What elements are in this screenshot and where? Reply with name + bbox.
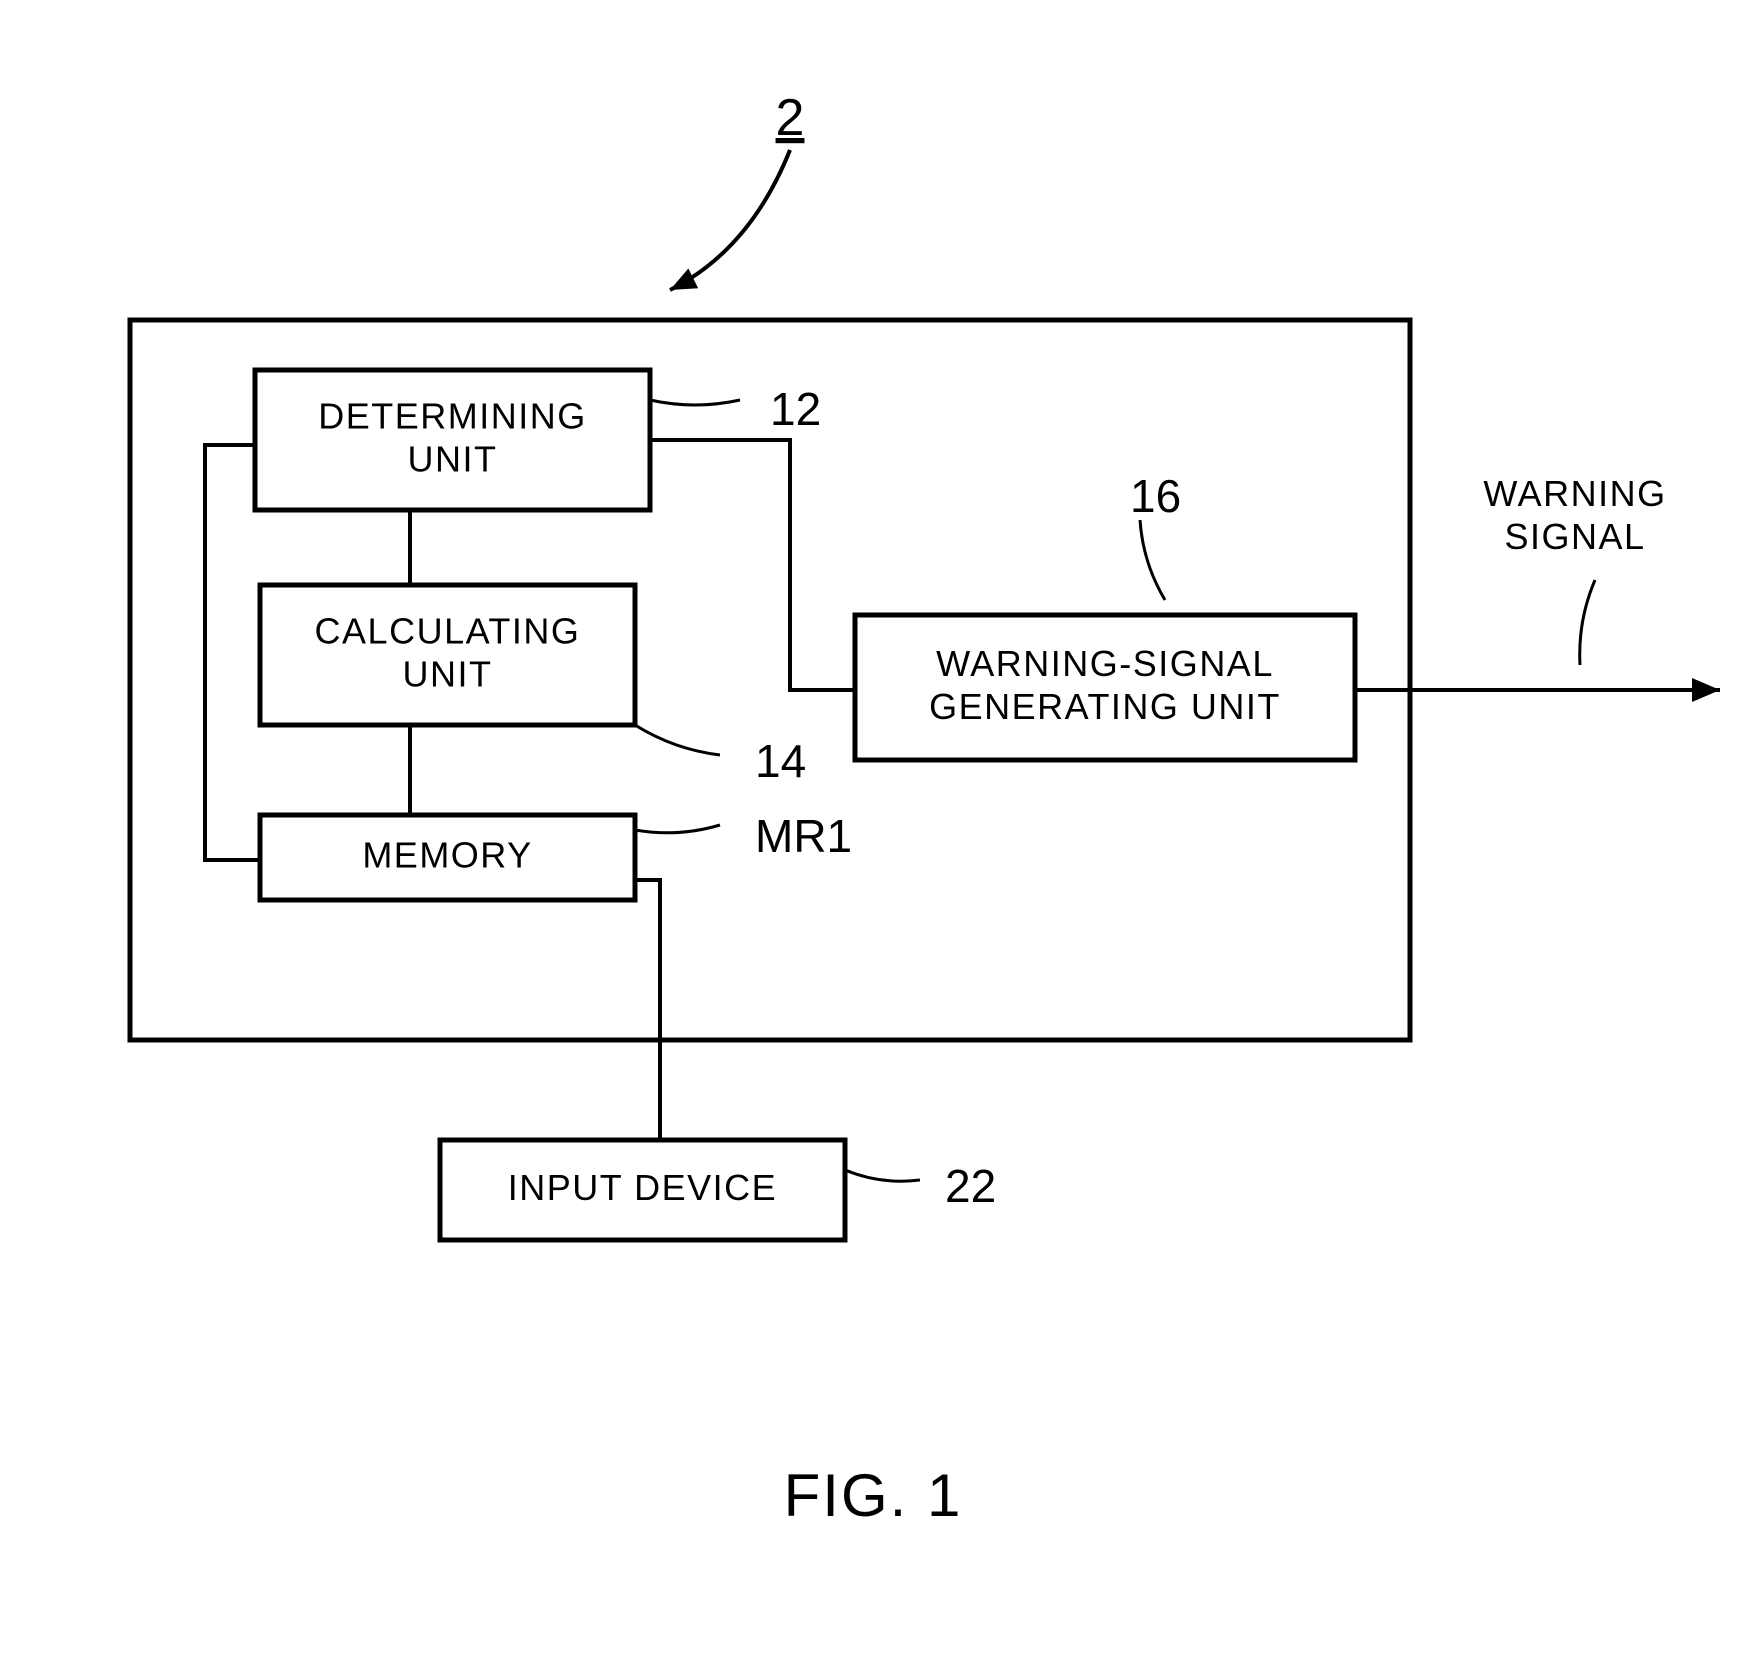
warning_gen-ref: 16 [1130, 470, 1181, 522]
determining-ref: 12 [770, 383, 821, 435]
memory-ref: MR1 [755, 810, 852, 862]
input_device-label: INPUT DEVICE [508, 1167, 777, 1208]
calculating-ref: 14 [755, 735, 806, 787]
memory-label: MEMORY [362, 835, 532, 876]
figure-label: FIG. 1 [784, 1462, 963, 1529]
svg-text:2: 2 [776, 89, 805, 147]
output-warning-signal-label: WARNINGSIGNAL [1483, 473, 1666, 557]
input_device-ref: 22 [945, 1160, 996, 1212]
